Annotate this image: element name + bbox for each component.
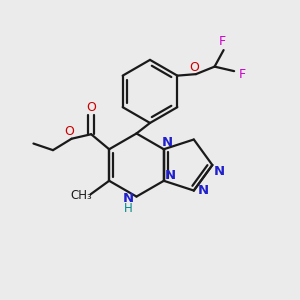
Text: O: O	[190, 61, 200, 74]
Text: O: O	[64, 125, 74, 138]
Text: O: O	[86, 101, 96, 114]
Text: F: F	[218, 35, 226, 48]
Text: H: H	[124, 202, 132, 215]
Text: F: F	[239, 68, 246, 81]
Text: N: N	[162, 136, 173, 149]
Text: N: N	[213, 164, 224, 178]
Text: N: N	[165, 169, 176, 182]
Text: N: N	[198, 184, 209, 197]
Text: CH₃: CH₃	[70, 189, 92, 202]
Text: N: N	[122, 192, 134, 205]
